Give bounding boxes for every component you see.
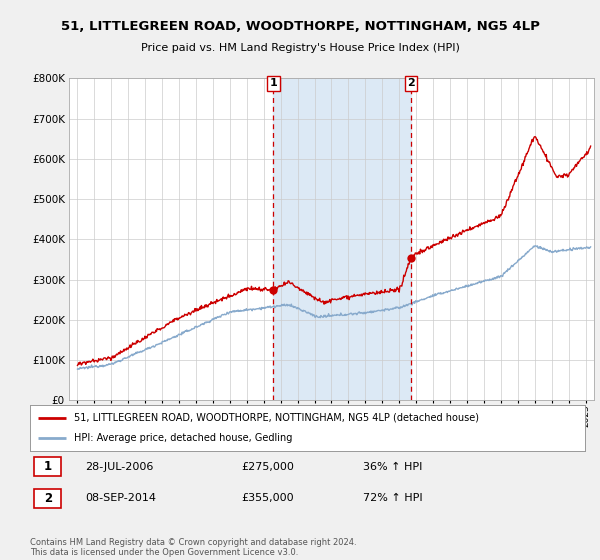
FancyBboxPatch shape: [34, 489, 61, 508]
Bar: [274, 78, 411, 400]
Text: 36% ↑ HPI: 36% ↑ HPI: [363, 461, 422, 472]
Text: 28-JUL-2006: 28-JUL-2006: [86, 461, 154, 472]
Text: 51, LITTLEGREEN ROAD, WOODTHORPE, NOTTINGHAM, NG5 4LP (detached house): 51, LITTLEGREEN ROAD, WOODTHORPE, NOTTIN…: [74, 413, 479, 423]
Text: Price paid vs. HM Land Registry's House Price Index (HPI): Price paid vs. HM Land Registry's House …: [140, 43, 460, 53]
Text: 2: 2: [407, 78, 415, 88]
Text: £275,000: £275,000: [241, 461, 294, 472]
Text: 08-SEP-2014: 08-SEP-2014: [86, 493, 157, 503]
Text: HPI: Average price, detached house, Gedling: HPI: Average price, detached house, Gedl…: [74, 433, 293, 444]
Text: Contains HM Land Registry data © Crown copyright and database right 2024.
This d: Contains HM Land Registry data © Crown c…: [30, 538, 356, 557]
Text: 2: 2: [44, 492, 52, 505]
Text: 72% ↑ HPI: 72% ↑ HPI: [363, 493, 422, 503]
Text: 51, LITTLEGREEN ROAD, WOODTHORPE, NOTTINGHAM, NG5 4LP: 51, LITTLEGREEN ROAD, WOODTHORPE, NOTTIN…: [61, 20, 539, 32]
Text: 1: 1: [44, 460, 52, 473]
FancyBboxPatch shape: [34, 457, 61, 476]
Text: £355,000: £355,000: [241, 493, 293, 503]
Text: 1: 1: [269, 78, 277, 88]
